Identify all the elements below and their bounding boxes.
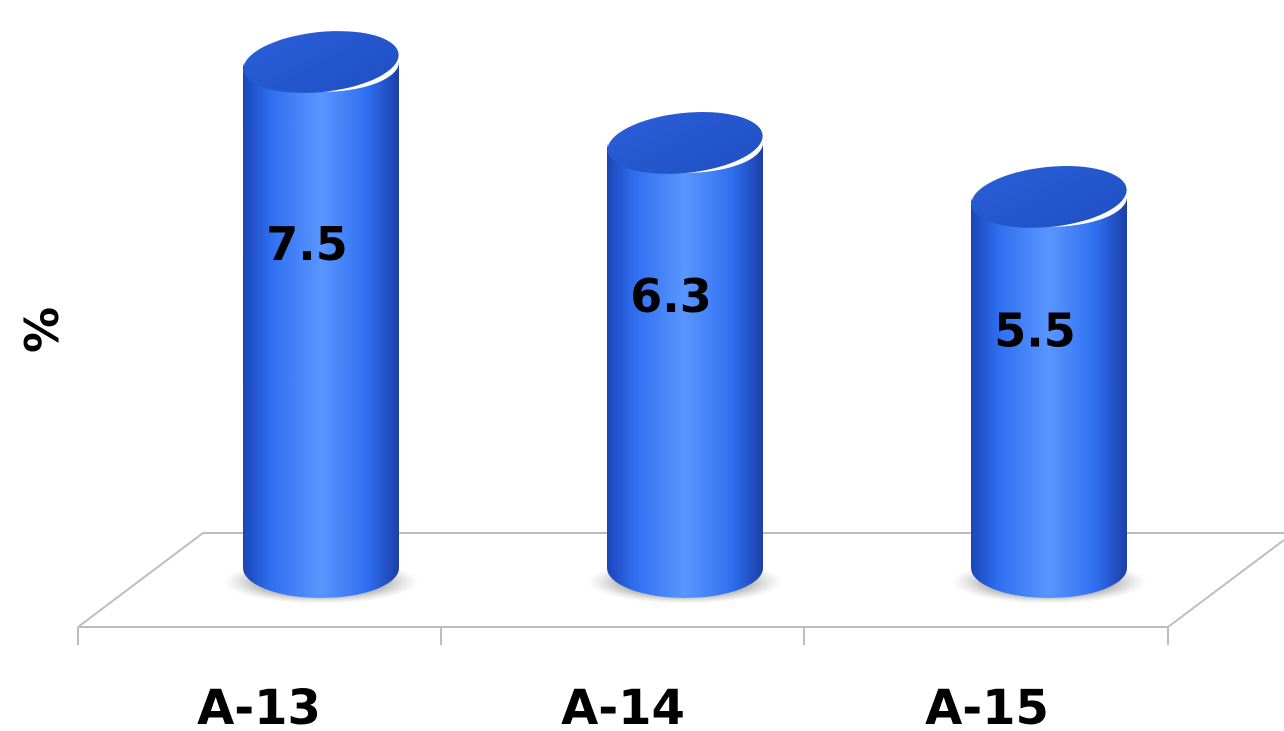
x-tick-label: A-15	[925, 680, 1049, 731]
chart-floor	[77, 532, 1284, 628]
bar-body	[607, 142, 763, 598]
bar-top-cap	[971, 166, 1127, 228]
x-tick-label: A-13	[197, 680, 321, 731]
data-label: 6.3	[630, 269, 712, 323]
bar-A-14: 6.3	[587, 112, 783, 604]
bar-top-cap	[607, 112, 763, 174]
bars-group: 7.5 6.3 5.5	[223, 31, 1147, 604]
floor-outline	[77, 532, 1284, 628]
y-axis-label: %	[15, 307, 69, 353]
bar-A-13: 7.5	[223, 31, 419, 604]
data-label: 7.5	[266, 217, 348, 271]
bar-top-cap	[243, 31, 399, 93]
x-tick-label: A-14	[561, 680, 685, 731]
bar-A-15: 5.5	[951, 166, 1147, 604]
x-axis-ticks	[77, 627, 1169, 645]
floor-right-edge	[1167, 539, 1284, 628]
bar-body	[971, 196, 1127, 598]
x-axis-labels: A-13 A-14 A-15	[197, 680, 1049, 731]
data-label: 5.5	[994, 304, 1076, 358]
bar-body	[243, 62, 399, 598]
